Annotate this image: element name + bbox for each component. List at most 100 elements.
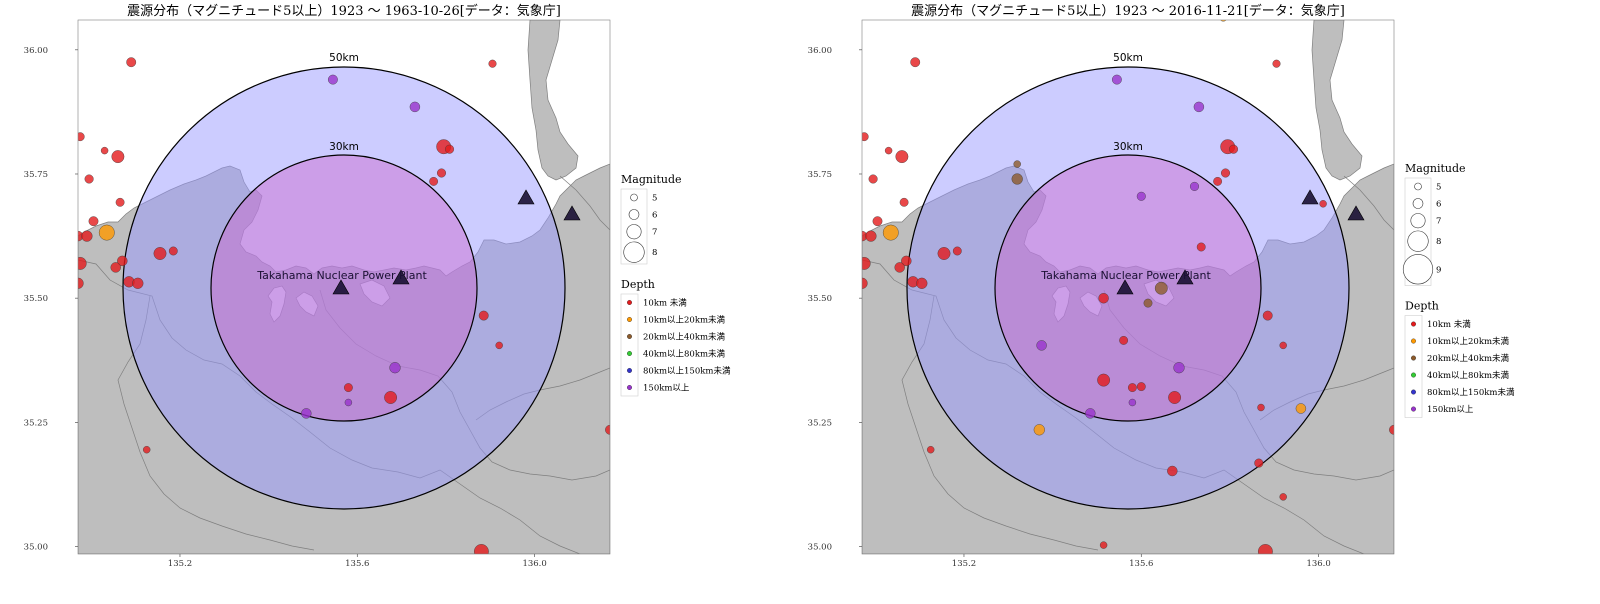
epicenter-point	[1319, 200, 1327, 208]
epicenter-point	[384, 391, 397, 404]
magnitude-legend-title: Magnitude	[621, 173, 682, 186]
epicenter-point	[474, 544, 489, 554]
epicenter-point	[78, 277, 84, 289]
depth-legend-title: Depth	[621, 278, 655, 291]
magnitude-key-icon	[1402, 254, 1434, 285]
depth-key-label: 150km以上	[643, 383, 690, 393]
epicenter-point	[1128, 398, 1137, 407]
depth-key-icon	[627, 333, 633, 339]
magnitude-key-icon	[1410, 213, 1426, 229]
legend-2016: Magnitude 5 6 7 8 9 Depth 10km 未満 10km以上20km未満 20…	[1402, 162, 1515, 418]
epicenter-point	[478, 310, 489, 321]
radius-30km-label: 30km	[329, 141, 359, 153]
y-tick-label: 35.00	[808, 543, 832, 553]
prefecture-border	[901, 295, 1099, 551]
peninsula	[527, 20, 579, 181]
prefecture-border	[559, 175, 610, 231]
depth-key-icon	[1410, 389, 1416, 395]
epicenter-point	[1136, 191, 1146, 201]
magnitude-key-icon	[1414, 182, 1422, 191]
y-tick-label: 35.50	[808, 294, 832, 304]
panel-title: 震源分布（マグニチュード5以上）1923 ～ 2016-11-21[データ：気象…	[911, 3, 1345, 19]
depth-key-label: 10km以上20km未満	[643, 314, 726, 325]
epicenter-point	[899, 197, 909, 207]
epicenter-point	[327, 74, 338, 85]
epicenter-point	[98, 224, 115, 241]
epicenter-points	[78, 57, 610, 554]
depth-key-icon	[627, 367, 633, 373]
epicenter-point	[895, 150, 909, 164]
depth-key-icon	[1410, 338, 1416, 344]
epicenter-point	[872, 216, 883, 227]
epicenter-point	[1168, 391, 1181, 404]
depth-key-icon	[627, 350, 633, 356]
plant-label: Takahama Nuclear Power Plant	[1040, 269, 1211, 282]
epicenter-point	[952, 246, 962, 256]
epicenter-point	[117, 255, 128, 267]
epicenter-point	[111, 150, 125, 164]
magnitude-key-label: 8	[652, 248, 657, 258]
x-tick-label: 136.0	[522, 559, 546, 569]
epicenter-point	[1099, 541, 1108, 549]
epicenter-point	[78, 132, 85, 142]
plant-triangle-icon	[517, 189, 535, 205]
depth-legend-title: Depth	[1405, 300, 1439, 313]
epicenter-point	[84, 174, 94, 184]
epicenter-point	[409, 101, 421, 113]
radius-30km-label: 30km	[1113, 141, 1143, 153]
epicenter-point	[862, 277, 868, 289]
prefecture-border	[117, 295, 315, 551]
magnitude-key-label: 8	[1436, 237, 1441, 247]
epicenter-point	[1097, 373, 1110, 387]
epicenter-point	[884, 146, 893, 155]
y-tick-label: 35.25	[808, 418, 832, 428]
depth-key-label: 40km以上80km未満	[643, 348, 726, 359]
depth-key-icon	[627, 299, 633, 305]
epicenter-point	[926, 446, 935, 454]
epicenter-point	[429, 176, 438, 186]
epicenter-point	[1190, 181, 1200, 191]
epicenter-point	[132, 277, 144, 289]
plant-triangle-icon	[563, 205, 581, 221]
axis-ticks: 135.2 135.6 136.0 35.00 35.25 35.50 35.75 36.00	[24, 46, 547, 569]
plant-label: Takahama Nuclear Power Plant	[256, 269, 427, 282]
epicenter-point	[1033, 424, 1045, 436]
y-tick-label: 36.00	[24, 46, 48, 56]
epicenter-point	[1085, 408, 1096, 419]
depth-key-icon	[627, 316, 633, 322]
map-panel-2016: 震源分布（マグニチュード5以上）1923 ～ 2016-11-21[データ：気象…	[808, 3, 1395, 569]
epicenter-point	[1257, 403, 1265, 412]
epicenter-point	[126, 57, 137, 68]
magnitude-legend-title: Magnitude	[1405, 162, 1466, 175]
depth-legend-box	[1404, 315, 1423, 418]
epicenter-point	[868, 174, 878, 184]
depth-key-icon	[1410, 406, 1416, 412]
map-frame	[77, 19, 611, 555]
plant-triangle-icon	[1176, 269, 1194, 285]
epicenter-point	[142, 446, 151, 454]
x-tick-label: 135.2	[952, 559, 976, 569]
epicenter-point	[882, 224, 899, 241]
depth-key-icon	[627, 384, 633, 390]
epicenter-point	[81, 230, 93, 242]
map-frame	[861, 19, 1395, 555]
magnitude-key-icon	[623, 241, 645, 263]
peninsula	[1311, 20, 1363, 181]
epicenter-point	[894, 262, 905, 273]
epicenter-point	[1258, 544, 1273, 554]
depth-key-icon	[1410, 372, 1416, 378]
x-tick-label: 135.2	[168, 559, 192, 569]
depth-key-icon	[1410, 355, 1416, 361]
epicenter-point	[1262, 310, 1273, 321]
epicenter-point	[1036, 340, 1047, 351]
epicenter-point	[1013, 160, 1021, 168]
depth-key-label: 10km 未満	[1427, 319, 1471, 330]
epicenter-point	[1193, 101, 1205, 113]
y-tick-label: 36.00	[808, 46, 832, 56]
epicenter-point	[1229, 144, 1239, 154]
epicenter-point	[1154, 281, 1168, 295]
epicenter-point	[301, 408, 312, 419]
map-area: 50km 30km Takahama Nuclear Power Plant	[862, 20, 1394, 554]
